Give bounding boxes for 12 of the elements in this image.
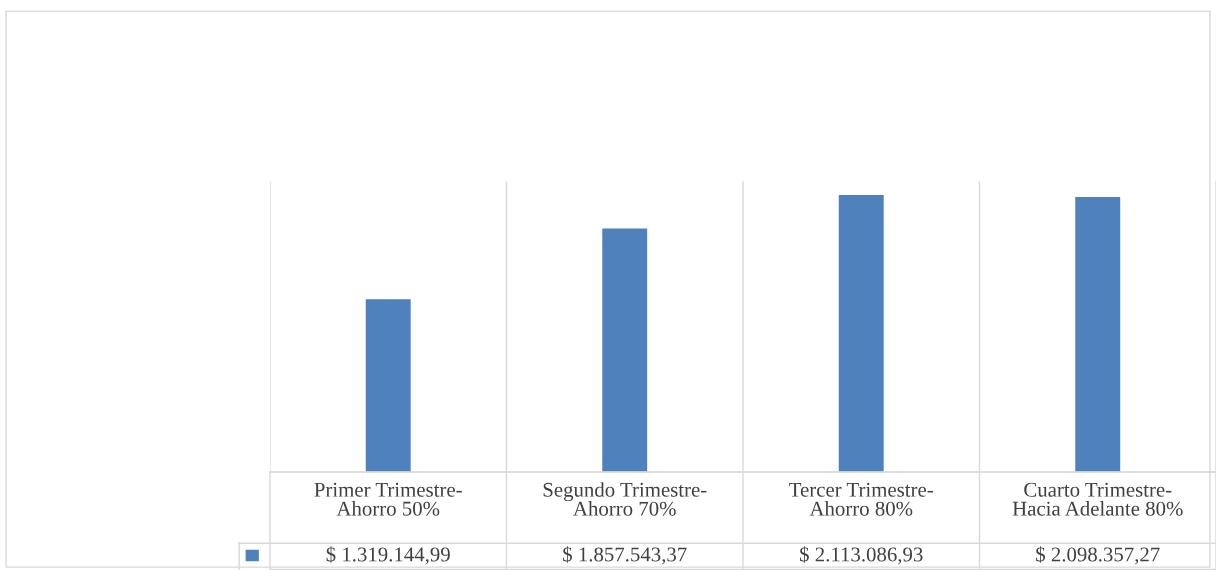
bar	[602, 228, 648, 472]
data-label: $ 1.857.543,37	[563, 546, 687, 565]
data-label: $ 1.319.144,99	[326, 546, 450, 565]
bar	[1075, 197, 1121, 472]
data-label: $ 2.098.357,27	[1036, 546, 1160, 565]
data-label: $ 2.113.086,93	[800, 546, 923, 565]
bar	[838, 195, 884, 472]
x-tick-label: Tercer Trimestre- Ahorro 80%	[789, 482, 933, 516]
x-tick-label: Cuarto Trimestre- Hacia Adelante 80%	[1012, 482, 1183, 516]
x-tick-label: Segundo Trimestre- Ahorro 70%	[543, 482, 707, 516]
bar	[365, 299, 411, 472]
x-tick-label: Primer Trimestre- Ahorro 50%	[314, 482, 462, 516]
